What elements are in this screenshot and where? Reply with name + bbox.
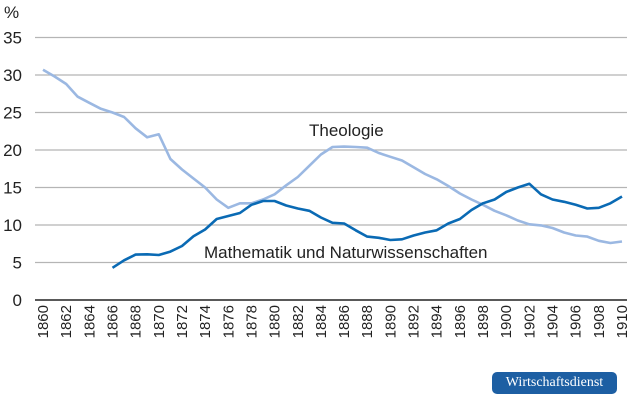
x-tick-label: 1900 [498, 305, 515, 338]
x-tick-label: 1860 [35, 305, 52, 338]
x-tick-label: 1904 [545, 305, 562, 338]
x-tick-label: 1890 [382, 305, 399, 338]
x-tick-label: 1868 [128, 305, 145, 338]
y-tick-label: 0 [13, 291, 22, 310]
x-tick-label: 1884 [313, 305, 330, 338]
series-label-theologie: Theologie [309, 121, 384, 140]
x-tick-label: 1880 [267, 305, 284, 338]
x-tick-label: 1882 [290, 305, 307, 338]
y-tick-label: 15 [3, 179, 22, 198]
y-tick-label: 5 [13, 254, 22, 273]
y-tick-labels: 0 5 10 15 20 25 30 35 [3, 29, 22, 311]
x-tick-label: 1874 [197, 305, 214, 338]
x-tick-label: 1894 [429, 305, 446, 338]
x-tick-label: 1870 [151, 305, 168, 338]
x-tick-label: 1902 [521, 305, 538, 338]
y-tick-label: 10 [3, 216, 22, 235]
y-tick-label: 30 [3, 66, 22, 85]
x-tick-label: 1898 [475, 305, 492, 338]
x-tick-label: 1888 [359, 305, 376, 338]
x-tick-label: 1886 [336, 305, 353, 338]
wirtschaftsdienst-logo: Wirtschaftsdienst [492, 372, 617, 394]
x-tick-label: 1892 [406, 305, 423, 338]
series-lines [42, 68, 623, 269]
x-tick-label: 1866 [104, 305, 121, 338]
x-tick-label: 1896 [452, 305, 469, 338]
y-tick-label: 25 [3, 104, 22, 123]
x-tick-label: 1876 [220, 305, 237, 338]
y-tick-label: 20 [3, 141, 22, 160]
y-tick-label: 35 [3, 29, 22, 48]
series-label-mathematik: Mathematik und Naturwissenschaften [204, 243, 487, 262]
gridlines [35, 36, 627, 264]
x-tick-label: 1906 [568, 305, 585, 338]
series-line-theologie [42, 68, 623, 245]
x-tick-label: 1864 [81, 305, 98, 338]
series-line-mathematik [111, 182, 623, 269]
x-tick-label: 1878 [243, 305, 260, 338]
y-axis-unit: % [4, 3, 19, 22]
x-tick-labels: 1860 1862 1864 1866 1868 1870 1872 1874 1876 1878… [35, 305, 630, 338]
x-tick-label: 1872 [174, 305, 191, 338]
x-tick-label: 1910 [614, 305, 630, 338]
x-tick-label: 1908 [591, 305, 608, 338]
x-tick-label: 1862 [58, 305, 75, 338]
